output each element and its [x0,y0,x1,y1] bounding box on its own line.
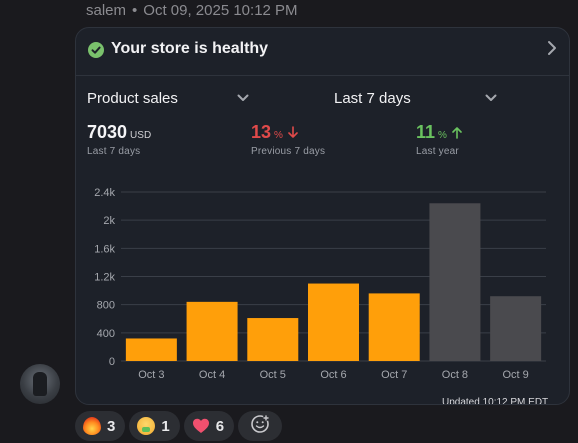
stat-vs-last-year: 11% Last year [416,122,463,157]
chevron-down-icon[interactable] [485,90,497,109]
reaction-fire[interactable]: 3 [75,411,126,441]
add-emoji-icon [250,414,270,439]
x-tick-label: Oct 5 [260,369,286,381]
stat-value: 11 [416,122,436,142]
separator-dot: • [132,2,138,19]
chevron-right-icon[interactable] [547,40,557,61]
reaction-heart[interactable]: 6 [183,411,235,441]
updated-timestamp: Updated 10:12 PM EDT [442,397,549,405]
reaction-count: 1 [161,417,170,435]
stat-value: 7030 [87,122,128,142]
fire-icon [83,417,101,435]
check-circle-icon [88,42,104,58]
arrow-down-icon [287,125,299,142]
bar-oct-6[interactable] [308,283,359,361]
add-reaction-button[interactable] [238,411,283,441]
y-tick-label: 1.6k [94,243,115,255]
x-tick-label: Oct 6 [320,369,346,381]
money-mouth-face-icon [137,417,156,435]
bar-oct-3[interactable] [125,338,177,361]
y-tick-label: 2.4k [94,187,115,199]
reaction-money-mouth[interactable]: 1 [129,411,180,441]
avatar-figure [33,372,47,396]
x-tick-label: Oct 3 [138,369,164,381]
x-tick-label: Oct 4 [199,369,225,381]
bar-oct-8[interactable] [429,203,481,361]
reaction-count: 6 [215,417,225,435]
message-timestamp: Oct 09, 2025 10:12 PM [143,2,298,19]
reactions-bar: 3 1 6 [75,411,283,441]
stat-unit: USD [130,130,152,141]
metric-selector[interactable]: Product sales [87,90,178,107]
x-tick-label: Oct 9 [502,369,528,381]
card-title: Your store is healthy [111,40,269,57]
stat-unit: % [438,130,447,141]
y-tick-label: 400 [97,328,115,340]
message-header: salem • Oct 09, 2025 10:12 PM [86,2,298,19]
bar-oct-9[interactable] [490,296,542,361]
x-tick-label: Oct 8 [442,369,468,381]
stat-label: Last year [416,146,459,157]
author-name[interactable]: salem [86,2,127,19]
chevron-down-icon[interactable] [237,90,249,109]
card-header[interactable]: Your store is healthy [76,28,569,76]
bar-oct-5[interactable] [247,318,299,361]
stat-total-sales: 7030 USD Last 7 days [87,122,151,157]
stat-label: Previous 7 days [251,146,326,157]
reaction-count: 3 [107,417,116,435]
x-tick-label: Oct 7 [381,369,407,381]
stat-label: Last 7 days [87,146,141,157]
avatar[interactable] [20,364,60,404]
y-tick-label: 0 [109,356,115,368]
stat-value: 13 [251,122,272,142]
heart-icon [192,417,210,435]
y-tick-label: 2k [103,215,115,227]
arrow-up-icon [451,125,463,142]
stat-unit: % [274,130,283,141]
bar-oct-7[interactable] [368,293,420,361]
bar-oct-4[interactable] [186,301,238,361]
stat-vs-previous: 13% Previous 7 days [251,122,325,157]
y-tick-label: 1.2k [94,272,115,284]
y-tick-label: 800 [97,300,115,312]
store-health-card: Your store is healthy Product sales Last… [75,27,570,405]
sales-bar-chart: 0 400 800 1.2k 1.6k 2k 2.4k Oct 3 Oct 4 Oct 5 Oct … [94,187,546,381]
range-selector[interactable]: Last 7 days [334,90,411,107]
